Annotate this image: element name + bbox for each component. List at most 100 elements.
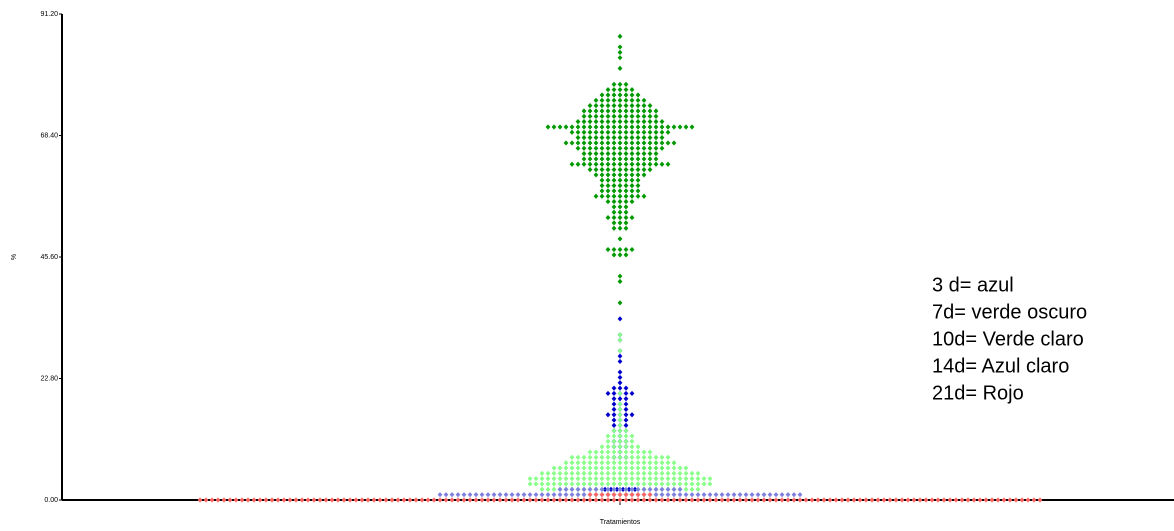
dot bbox=[953, 497, 959, 503]
dot bbox=[653, 140, 659, 146]
dot bbox=[641, 470, 647, 476]
dot bbox=[623, 135, 629, 141]
dot bbox=[575, 129, 581, 135]
dot bbox=[701, 481, 707, 487]
dot bbox=[659, 486, 665, 492]
dot bbox=[443, 497, 449, 503]
dot bbox=[641, 460, 647, 466]
dot bbox=[545, 492, 551, 498]
dot bbox=[557, 497, 563, 503]
dot bbox=[593, 460, 599, 466]
dot bbox=[611, 182, 617, 189]
dot bbox=[617, 348, 623, 354]
dot bbox=[359, 497, 365, 503]
dot bbox=[593, 156, 599, 162]
dot bbox=[623, 406, 629, 413]
dot bbox=[635, 476, 641, 482]
dot bbox=[665, 492, 671, 498]
dot bbox=[659, 119, 665, 125]
dot bbox=[641, 454, 647, 460]
dot bbox=[995, 497, 1001, 503]
dot bbox=[461, 497, 467, 503]
dot bbox=[665, 454, 671, 460]
dot bbox=[413, 497, 419, 503]
dot bbox=[947, 497, 953, 503]
dot bbox=[611, 454, 617, 460]
dot bbox=[647, 145, 653, 151]
dot bbox=[677, 481, 683, 487]
dot bbox=[617, 172, 623, 178]
dot bbox=[611, 497, 617, 503]
dot bbox=[587, 476, 593, 482]
dot bbox=[485, 492, 491, 498]
dot bbox=[617, 374, 623, 381]
dot bbox=[641, 492, 647, 498]
dot bbox=[575, 481, 581, 487]
dot bbox=[617, 236, 623, 242]
dot bbox=[653, 486, 659, 492]
dot bbox=[659, 140, 665, 146]
annotation: 7d= verde oscuro bbox=[932, 301, 1087, 323]
dot bbox=[617, 401, 623, 407]
dot bbox=[695, 470, 701, 476]
dot bbox=[641, 193, 647, 199]
dot bbox=[479, 497, 485, 503]
dot bbox=[593, 167, 599, 173]
dot bbox=[611, 204, 617, 210]
dot bbox=[695, 476, 701, 482]
dot bbox=[641, 167, 647, 173]
dot bbox=[587, 135, 593, 141]
dot bbox=[743, 492, 749, 498]
dot bbox=[641, 145, 647, 151]
dot bbox=[617, 124, 623, 130]
dot bbox=[617, 225, 623, 231]
dot bbox=[437, 497, 443, 503]
dot bbox=[545, 470, 551, 476]
dot bbox=[815, 497, 821, 503]
dot bbox=[203, 497, 209, 503]
dot bbox=[599, 92, 605, 98]
dot bbox=[605, 438, 611, 444]
dot bbox=[581, 470, 587, 476]
dot bbox=[527, 492, 533, 498]
dot bbox=[599, 497, 605, 503]
dot bbox=[605, 151, 611, 157]
dot bbox=[653, 161, 659, 167]
dot bbox=[617, 214, 623, 221]
dot bbox=[623, 140, 629, 146]
dot bbox=[719, 492, 725, 498]
dot bbox=[587, 460, 593, 466]
dot bbox=[617, 252, 623, 258]
dot bbox=[599, 444, 605, 450]
dot bbox=[545, 124, 551, 130]
dot bbox=[539, 481, 545, 487]
dot bbox=[593, 113, 599, 119]
dot bbox=[971, 497, 977, 503]
dot bbox=[611, 124, 617, 130]
dot bbox=[671, 470, 677, 476]
dot bbox=[593, 454, 599, 460]
dot bbox=[569, 492, 575, 498]
dot bbox=[635, 470, 641, 476]
dot bbox=[965, 497, 971, 503]
dot bbox=[647, 449, 653, 455]
dot bbox=[617, 129, 623, 135]
dot bbox=[617, 103, 623, 109]
dot bbox=[551, 476, 557, 482]
dot bbox=[629, 444, 635, 450]
dot bbox=[557, 465, 563, 471]
dot bbox=[425, 497, 431, 503]
dot bbox=[602, 486, 608, 492]
dot bbox=[527, 481, 533, 487]
dot bbox=[671, 460, 677, 466]
dot bbox=[635, 492, 641, 498]
dot bbox=[551, 492, 557, 498]
dot bbox=[569, 454, 575, 460]
dot bbox=[611, 135, 617, 141]
dot bbox=[617, 246, 623, 253]
dot bbox=[437, 492, 443, 498]
dot bbox=[617, 444, 623, 450]
dot bbox=[620, 486, 626, 492]
dot bbox=[599, 124, 605, 130]
dot bbox=[377, 497, 383, 503]
